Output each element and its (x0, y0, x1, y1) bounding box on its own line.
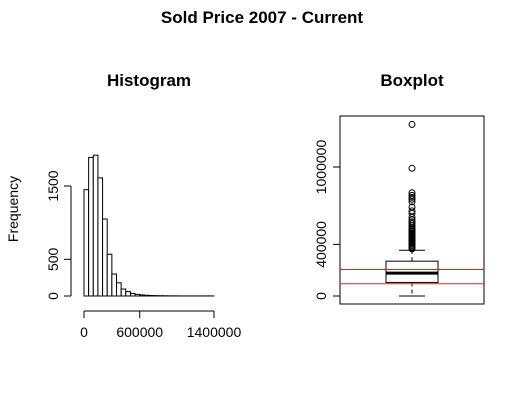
histogram-y-ticks: 0 500 1500 (45, 170, 71, 300)
histogram-y-tick-label: 1500 (45, 170, 61, 201)
histogram-y-tick-label: 500 (45, 247, 61, 271)
histogram-x-tick-label: 0 (80, 324, 88, 340)
boxplot-outlier (408, 193, 416, 201)
boxplot-y-tick-label: 400000 (313, 221, 329, 268)
histogram-x-tick-label: 600000 (116, 324, 163, 340)
histogram-bar (134, 293, 141, 297)
histogram-bar (88, 156, 94, 297)
histogram-bar (148, 294, 155, 297)
histogram-bar (116, 282, 122, 297)
histogram-bar (106, 253, 113, 297)
boxplot-outlier (408, 218, 416, 226)
histogram-bar (129, 292, 136, 297)
histogram-bar (139, 294, 145, 297)
histogram-bar (143, 294, 150, 297)
histogram-bars (83, 154, 215, 297)
histogram-bar (125, 291, 131, 297)
boxplot-title: Boxplot (380, 71, 444, 90)
boxplot-outlier (408, 189, 416, 197)
histogram-bar (83, 189, 90, 297)
boxplot-outliers (408, 120, 416, 253)
boxplot-panel: Boxplot 0 400000 1000000 (313, 71, 485, 305)
boxplot-outlier (408, 191, 416, 199)
histogram-panel: Histogram Frequency 0 600000 1400000 0 500 1… (5, 71, 241, 340)
figure-title: Sold Price 2007 - Current (160, 8, 364, 27)
histogram-x-tick-label: 1400000 (187, 324, 242, 340)
boxplot-y-ticks: 0 400000 1000000 (313, 140, 340, 300)
boxplot-elements (385, 249, 439, 297)
boxplot-y-tick-label: 0 (313, 292, 329, 300)
histogram-x-ticks: 0 600000 1400000 (80, 311, 241, 340)
histogram-bar (97, 177, 104, 297)
histogram-bar (92, 154, 99, 297)
boxplot-reference-lines (340, 269, 484, 285)
boxplot-outlier (408, 207, 416, 215)
histogram-bar (111, 273, 117, 297)
histogram-y-label: Frequency (5, 176, 21, 242)
boxplot-outlier (408, 120, 416, 128)
boxplot-outlier (408, 164, 416, 172)
histogram-bar (120, 288, 127, 297)
boxplot-y-tick-label: 1000000 (313, 140, 329, 195)
histogram-title: Histogram (107, 71, 191, 90)
histogram-bar (102, 218, 108, 297)
histogram-y-tick-label: 0 (45, 292, 61, 300)
boxplot-outlier (408, 203, 416, 211)
